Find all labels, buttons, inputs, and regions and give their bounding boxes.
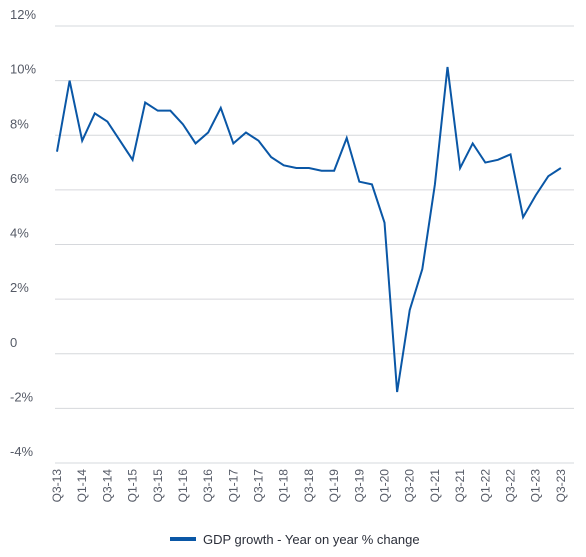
y-tick-label: 0 xyxy=(10,335,17,350)
data-point xyxy=(169,110,171,112)
data-point xyxy=(484,162,486,164)
legend: GDP growth - Year on year % change xyxy=(170,532,420,547)
data-point xyxy=(472,142,474,144)
data-point xyxy=(81,140,83,142)
data-point xyxy=(421,268,423,270)
data-point xyxy=(182,123,184,125)
data-point xyxy=(232,142,234,144)
data-point xyxy=(547,175,549,177)
data-point xyxy=(295,167,297,169)
y-tick-label: 10% xyxy=(10,62,36,77)
data-point xyxy=(69,80,71,82)
data-point xyxy=(308,167,310,169)
x-tick-label: Q1-20 xyxy=(378,469,392,503)
series-line xyxy=(56,66,562,393)
data-point xyxy=(258,140,260,142)
data-point xyxy=(283,164,285,166)
x-tick-label: Q3-19 xyxy=(352,469,366,503)
y-tick-label: 6% xyxy=(10,171,29,186)
data-point xyxy=(56,151,58,153)
y-tick-label: -4% xyxy=(10,444,34,459)
data-point xyxy=(157,110,159,112)
data-point xyxy=(144,101,146,103)
data-point xyxy=(371,183,373,185)
x-tick-label: Q3-15 xyxy=(151,469,165,503)
data-point xyxy=(396,391,398,393)
data-point xyxy=(245,132,247,134)
x-tick-label: Q1-15 xyxy=(126,469,140,503)
grid-layer xyxy=(55,25,574,464)
data-point xyxy=(106,121,108,123)
data-point xyxy=(358,181,360,183)
data-point xyxy=(333,170,335,172)
x-tick-label: Q3-23 xyxy=(554,469,568,503)
data-point xyxy=(447,66,449,68)
data-point xyxy=(409,309,411,311)
x-tick-label: Q3-16 xyxy=(201,469,215,503)
data-point xyxy=(220,107,222,109)
x-tick-label: Q3-21 xyxy=(453,469,467,503)
data-point xyxy=(459,167,461,169)
data-point xyxy=(321,170,323,172)
data-point xyxy=(119,140,121,142)
data-point xyxy=(560,167,562,169)
x-axis-ticks: Q3-13 Q1-14 Q3-14 Q1-15 Q3-15 Q1-16 Q3-16 Q1-17… xyxy=(50,469,568,503)
series-layer xyxy=(56,66,562,393)
x-tick-label: Q1-19 xyxy=(327,469,341,503)
data-point xyxy=(522,216,524,218)
x-tick-label: Q1-23 xyxy=(529,469,543,503)
x-tick-label: Q3-14 xyxy=(100,469,114,503)
data-point xyxy=(346,137,348,139)
x-tick-label: Q3-17 xyxy=(252,469,266,503)
data-point xyxy=(535,194,537,196)
x-tick-label: Q1-17 xyxy=(226,469,240,503)
x-tick-label: Q3-18 xyxy=(302,469,316,503)
data-point xyxy=(94,112,96,114)
data-point xyxy=(384,222,386,224)
y-tick-label: -2% xyxy=(10,389,34,404)
y-axis-ticks: -4% -2% 0 2% 4% 6% 8% 10% 12% xyxy=(10,7,36,459)
legend-label: GDP growth - Year on year % change xyxy=(203,532,420,547)
data-point xyxy=(195,142,197,144)
x-tick-label: Q1-16 xyxy=(176,469,190,503)
data-point xyxy=(207,132,209,134)
x-tick-label: Q3-20 xyxy=(403,469,417,503)
x-tick-label: Q1-21 xyxy=(428,469,442,503)
y-tick-label: 8% xyxy=(10,116,29,131)
data-point xyxy=(270,156,272,158)
y-tick-label: 4% xyxy=(10,226,29,241)
data-point xyxy=(497,159,499,161)
y-tick-label: 12% xyxy=(10,7,36,22)
x-tick-label: Q1-22 xyxy=(478,469,492,503)
x-tick-label: Q1-18 xyxy=(277,469,291,503)
x-tick-label: Q1-14 xyxy=(75,469,89,503)
x-tick-label: Q3-13 xyxy=(50,469,64,503)
data-point xyxy=(132,159,134,161)
data-point xyxy=(509,153,511,155)
data-point xyxy=(434,183,436,185)
x-tick-label: Q3-22 xyxy=(503,469,517,503)
y-tick-label: 2% xyxy=(10,280,29,295)
